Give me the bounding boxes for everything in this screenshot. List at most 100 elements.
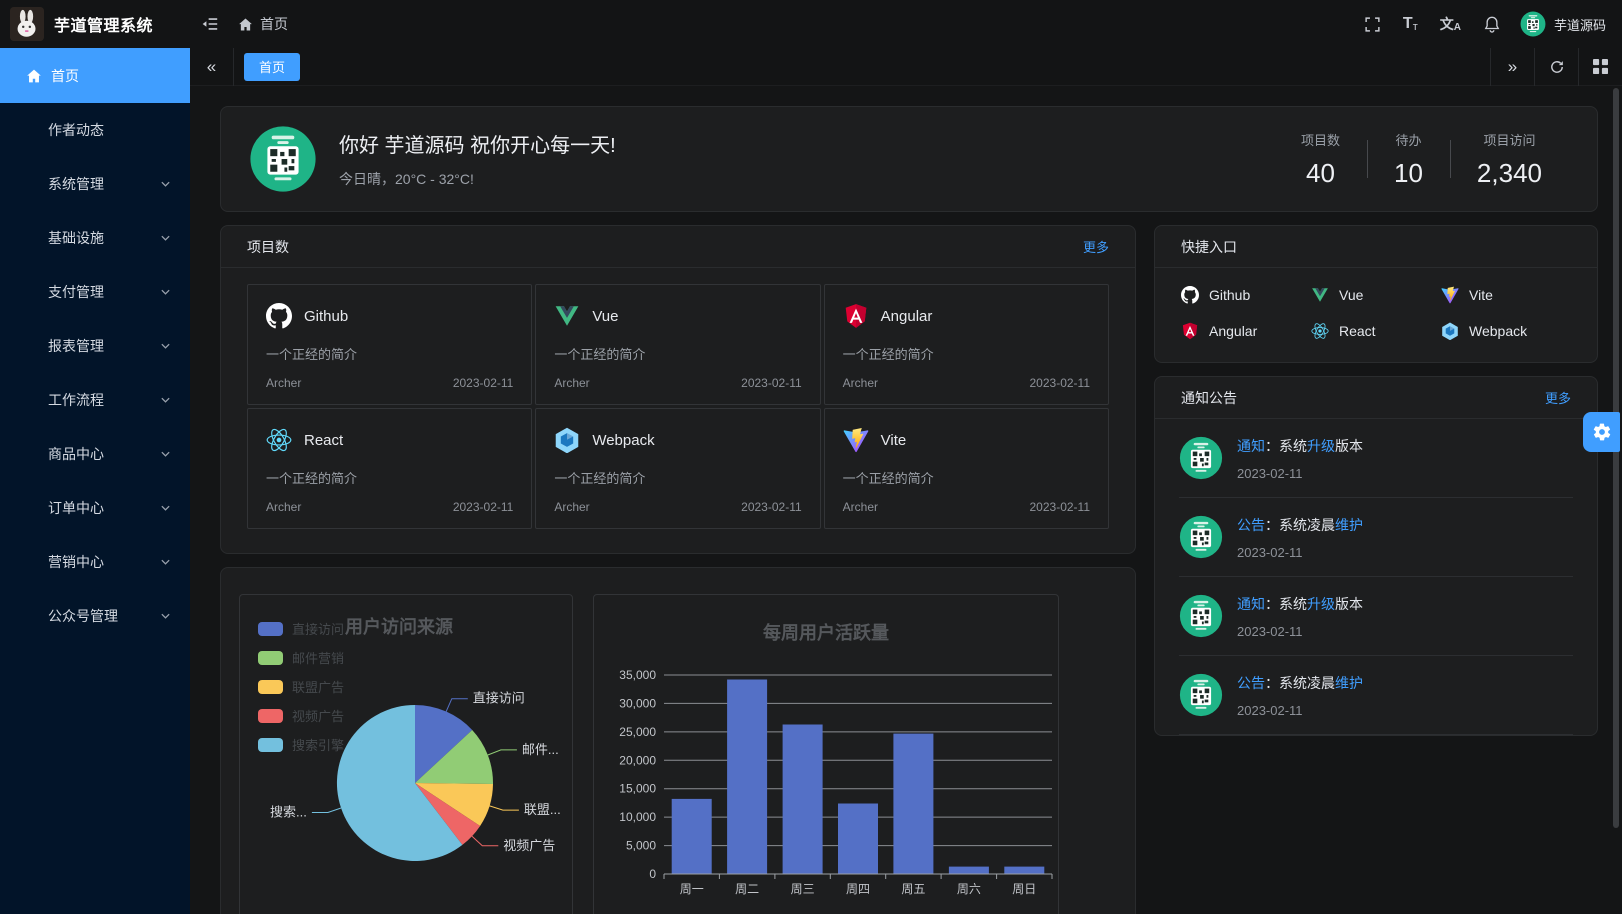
tabs-scroll-left-button[interactable]: « [190,47,234,86]
angular-icon [1181,322,1199,340]
quick-link-label: Github [1209,287,1251,303]
fullscreen-button[interactable] [1353,0,1392,48]
sidebar-item-infrastructure[interactable]: 基础设施 [0,211,190,265]
notice-qr-avatar [1179,515,1223,559]
notice-item[interactable]: 公告：系统凌晨维护 2023-02-11 [1179,498,1573,577]
layout-grid-button[interactable] [1578,47,1622,86]
bar[interactable] [948,866,989,874]
y-tick-label: 35,000 [619,668,656,682]
pie-slice[interactable] [415,783,493,826]
sidebar-item-product[interactable]: 商品中心 [0,427,190,481]
project-name: React [304,431,344,449]
bar[interactable] [1004,866,1045,874]
notice-item[interactable]: 公告：系统凌晨维护 2023-02-11 [1179,656,1573,735]
bar[interactable] [727,679,768,875]
bar-chart-box: 每周用户活跃量 0 5,000 10,000 15,000 20,000 25,000 30… [593,594,1059,914]
tab-home[interactable]: 首页 [244,52,301,81]
legend-swatch [258,708,283,723]
user-menu[interactable]: 芋道源码 [1512,0,1622,48]
welcome-weather: 今日晴，20°C - 32°C! [339,171,474,187]
project-date: 2023-02-11 [452,376,514,390]
project-desc: 一个正经的简介 [266,471,358,486]
project-name: Angular [880,307,933,325]
sidebar-menu: 首页 作者动态 系统管理 基础设施支付管理报表管理 工作流程 商品中心订单中心营销中心 公众… [0,48,190,643]
bar[interactable] [838,803,878,875]
sidebar-item-report[interactable]: 报表管理 [0,319,190,373]
project-card-vite[interactable]: Vite 一个正经的简介 Archer 2023-02-11 [823,408,1109,529]
notice-qr-avatar [1179,673,1223,717]
pie-label: 视频广告 [503,838,555,853]
tabs-scroll-right-button[interactable]: » [1490,47,1534,86]
app-logo-rabbit [10,7,44,41]
quick-link-webpack[interactable]: Webpack [1441,322,1571,340]
bar[interactable] [893,733,934,874]
refresh-icon [1549,59,1565,75]
chevron-down-icon [159,502,172,515]
pie-label-line [489,805,519,811]
pie-slice[interactable] [336,705,463,861]
y-tick-label: 10,000 [619,810,656,824]
breadcrumb[interactable]: 首页 [238,14,288,34]
sidebar-item-workflow[interactable]: 工作流程 [0,373,190,427]
sidebar-item-label: 订单中心 [48,500,104,516]
sidebar-item-official-account[interactable]: 公众号管理 [0,589,190,643]
legend-item[interactable]: 联盟广告 [258,677,344,696]
pie-slice[interactable] [415,783,481,845]
project-card-vue[interactable]: Vue 一个正经的简介 Archer 2023-02-11 [535,284,821,405]
quick-link-vue[interactable]: Vue [1311,286,1441,304]
sidebar-item-payment[interactable]: 支付管理 [0,265,190,319]
settings-fab-button[interactable] [1583,412,1620,452]
sidebar-item-home[interactable]: 首页 [0,48,190,103]
bar[interactable] [671,798,712,874]
legend-item[interactable]: 视频广告 [258,706,344,725]
project-author: Archer [842,500,878,514]
project-card-react[interactable]: React 一个正经的简介 Archer 2023-02-11 [247,408,533,529]
legend-item[interactable]: 直接访问 [258,619,344,638]
logo-area[interactable]: 芋道管理系统 [0,7,190,41]
stat-block: 项目访问 2,340 [1450,130,1569,189]
pie-slice[interactable] [415,730,494,784]
projects-more-link[interactable]: 更多 [1083,237,1109,256]
project-card-github[interactable]: Github 一个正经的简介 Archer 2023-02-11 [247,284,533,405]
project-desc: 一个正经的简介 [554,471,646,486]
stat-label: 项目访问 [1483,132,1536,148]
quick-links-card: 快捷入口 Github Vue Vite Angular React Webpack [1154,225,1598,363]
legend-item[interactable]: 邮件营销 [258,648,344,667]
notice-qr-avatar [1179,436,1223,480]
webpack-icon [554,427,580,453]
x-tick-label: 周五 [901,882,925,896]
quick-link-react[interactable]: React [1311,322,1441,340]
sidebar-item-system[interactable]: 系统管理 [0,157,190,211]
quick-link-label: Vite [1469,287,1493,303]
project-name: Github [304,307,349,325]
fullscreen-icon [1364,16,1381,33]
grid-icon [1593,59,1608,74]
legend-label: 直接访问 [292,622,345,637]
notices-more-link[interactable]: 更多 [1545,388,1571,407]
quick-link-vite[interactable]: Vite [1441,286,1571,304]
vite-icon [1441,286,1459,304]
collapse-sidebar-button[interactable] [190,0,230,48]
notifications-button[interactable] [1472,0,1512,48]
project-desc: 一个正经的简介 [842,347,934,362]
quick-link-github[interactable]: Github [1181,286,1311,304]
legend-item[interactable]: 搜索引擎 [258,735,344,754]
notice-item[interactable]: 通知：系统升级版本 2023-02-11 [1179,577,1573,656]
project-card-angular[interactable]: Angular 一个正经的简介 Archer 2023-02-11 [823,284,1109,405]
vue-icon [554,303,580,329]
vertical-scrollbar[interactable] [1613,88,1619,828]
x-tick-label: 周四 [846,882,870,896]
project-card-webpack[interactable]: Webpack 一个正经的简介 Archer 2023-02-11 [535,408,821,529]
refresh-tab-button[interactable] [1534,47,1578,86]
sidebar-item-author-news[interactable]: 作者动态 [0,103,190,157]
notice-item[interactable]: 通知：系统升级版本 2023-02-11 [1179,419,1573,498]
bar[interactable] [782,724,823,875]
legend-label: 联盟广告 [292,680,345,695]
sidebar-item-order[interactable]: 订单中心 [0,481,190,535]
sidebar-item-label: 支付管理 [48,284,104,300]
sidebar-item-marketing[interactable]: 营销中心 [0,535,190,589]
pie-slice[interactable] [415,705,473,783]
quick-link-angular[interactable]: Angular [1181,322,1311,340]
